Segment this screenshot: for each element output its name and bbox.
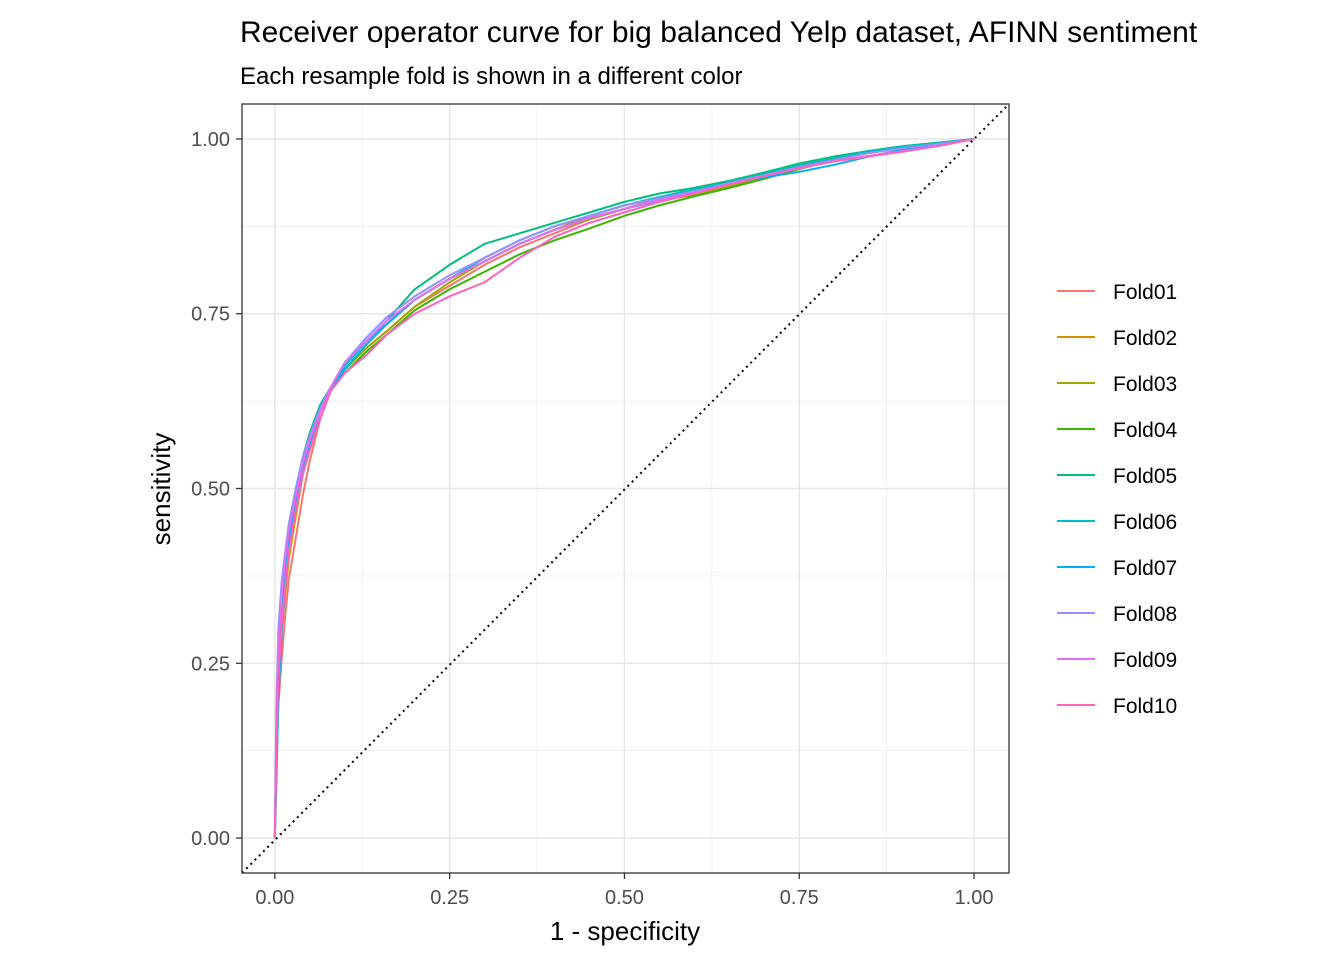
axis-ticks: 0.00 0.25 0.50 0.75 1.00 0.00 0.25 0.50 0.75 1.00 (191, 129, 993, 909)
x-tick-label: 0.00 (255, 887, 294, 909)
legend-label-fold08: Fold08 (1113, 603, 1177, 626)
x-tick-label: 1.00 (955, 887, 994, 909)
y-tick-label: 0.25 (191, 653, 230, 675)
legend-label-fold06: Fold06 (1113, 511, 1177, 534)
x-tick-label: 0.75 (780, 887, 819, 909)
y-tick-label: 0.75 (191, 304, 230, 326)
x-axis-title: 1 - specificity (550, 916, 700, 946)
y-tick-label: 0.50 (191, 479, 230, 501)
reference-diagonal (241, 103, 1010, 874)
roc-curves (273, 137, 975, 839)
diagonal-reference-line (241, 103, 1010, 874)
legend: Fold01 Fold02 Fold03 Fold04 Fold05 Fold06 Fold… (1057, 281, 1178, 718)
legend-label-fold05: Fold05 (1113, 465, 1177, 488)
chart-title: Receiver operator curve for big balanced… (240, 16, 1198, 49)
legend-label-fold07: Fold07 (1113, 557, 1177, 580)
grid (242, 104, 1009, 873)
x-tick-label: 0.50 (605, 887, 644, 909)
legend-label-fold10: Fold10 (1113, 695, 1177, 718)
legend-label-fold02: Fold02 (1113, 327, 1177, 350)
legend-label-fold01: Fold01 (1113, 281, 1177, 304)
y-tick-label: 0.00 (191, 828, 230, 850)
y-tick-label: 1.00 (191, 129, 230, 151)
legend-label-fold04: Fold04 (1113, 419, 1178, 442)
legend-label-fold09: Fold09 (1113, 649, 1177, 672)
roc-line-fold10 (273, 137, 975, 839)
y-axis-title: sensitivity (146, 433, 176, 546)
x-tick-label: 0.25 (430, 887, 469, 909)
chart-subtitle: Each resample fold is shown in a differe… (240, 63, 743, 90)
legend-label-fold03: Fold03 (1113, 373, 1177, 396)
roc-line-fold08 (273, 137, 975, 839)
